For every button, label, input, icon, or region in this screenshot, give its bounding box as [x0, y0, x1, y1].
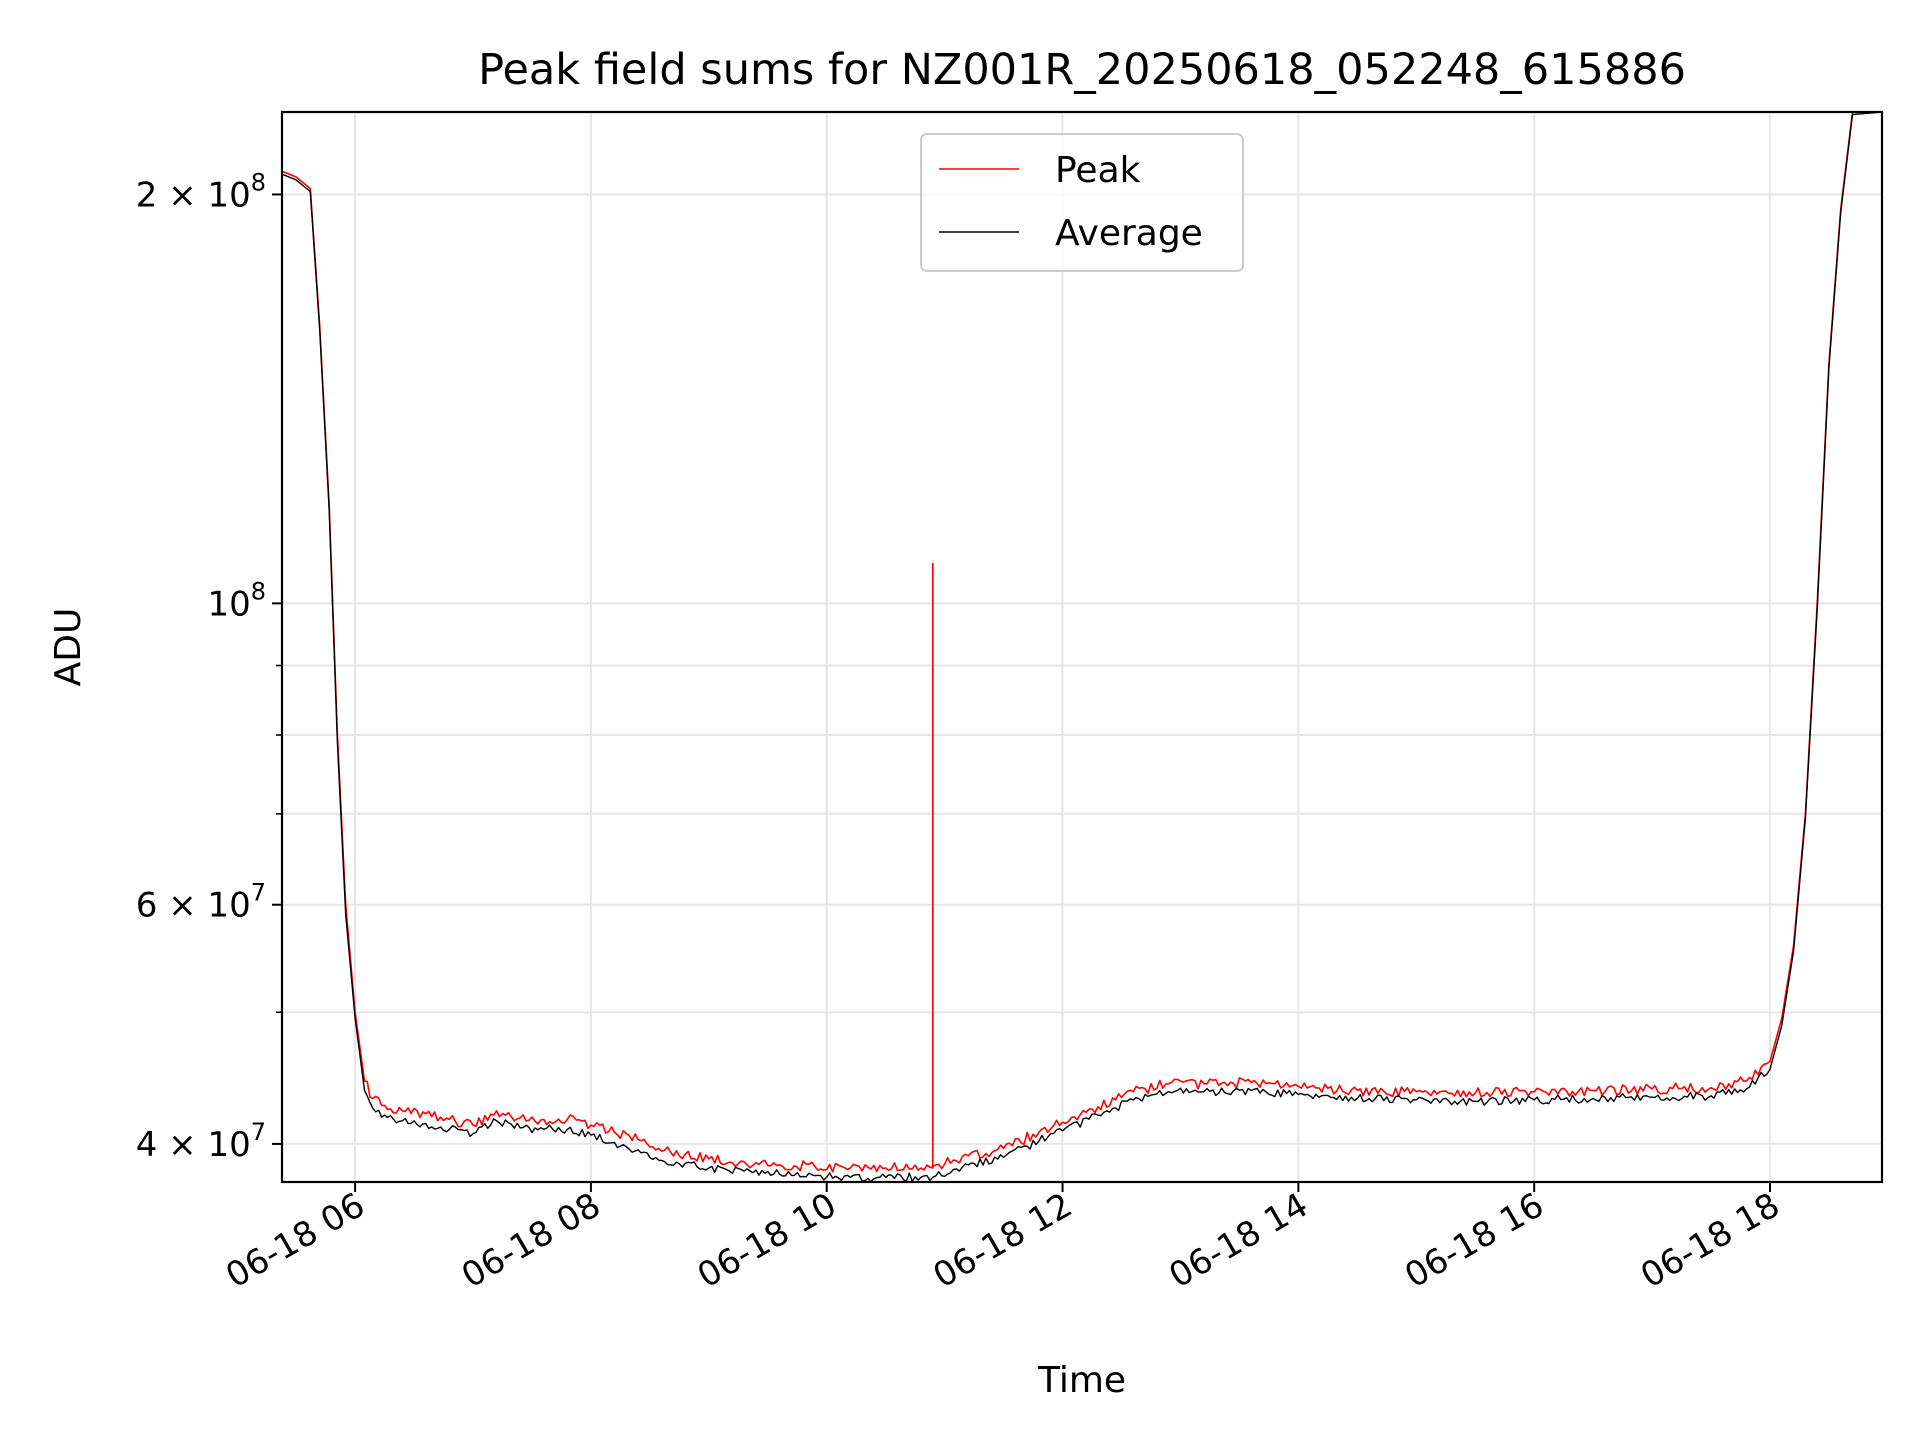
- y-tick-label-exponent: 7: [251, 1118, 266, 1146]
- series-line-peak: [282, 112, 1882, 1173]
- x-axis-label: Time: [1037, 1360, 1126, 1401]
- y-tick-label-base: 4 × 10: [136, 1125, 251, 1165]
- series-line-average: [282, 112, 1882, 1182]
- series-layer: [282, 112, 1882, 1182]
- chart-title: Peak field sums for NZ001R_20250618_0522…: [478, 45, 1686, 95]
- y-tick-label: 108: [207, 577, 266, 624]
- plot-frame: [280, 110, 1884, 1184]
- y-axis-label: ADU: [48, 608, 89, 687]
- legend-box: [920, 133, 1244, 272]
- legend-label-average: Average: [1055, 213, 1203, 254]
- y-tick-label-base: 6 × 10: [136, 886, 251, 926]
- y-tick-label: 2 × 108: [136, 168, 266, 215]
- y-tick-label-exponent: 8: [251, 577, 266, 605]
- y-tick-label: 6 × 107: [136, 879, 266, 926]
- y-tick-label-base: 10: [207, 584, 250, 624]
- legend: Peak Average: [920, 133, 1244, 272]
- y-tick-label: 4 × 107: [136, 1118, 266, 1165]
- y-tick-label-exponent: 8: [251, 168, 266, 196]
- y-tick-label-exponent: 7: [251, 879, 266, 907]
- y-tick-label-base: 2 × 10: [136, 175, 251, 215]
- legend-label-peak: Peak: [1055, 150, 1141, 191]
